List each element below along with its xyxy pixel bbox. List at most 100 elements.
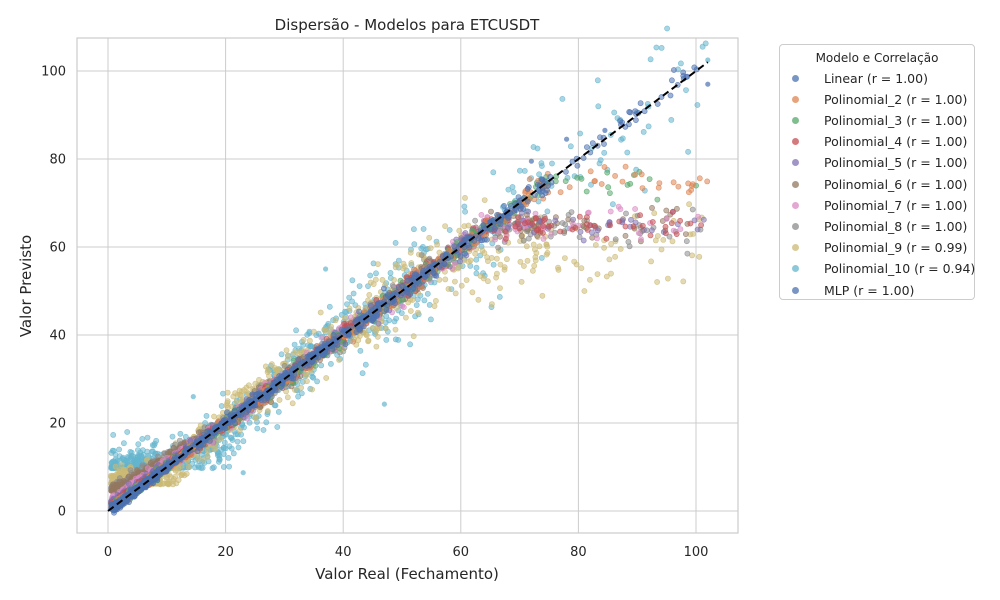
data-point xyxy=(658,45,665,51)
data-point xyxy=(597,157,604,163)
data-point xyxy=(469,289,476,296)
data-point xyxy=(295,393,301,400)
data-point xyxy=(577,228,584,235)
data-point xyxy=(392,326,399,333)
data-point xyxy=(569,226,576,233)
data-point xyxy=(442,223,448,229)
data-point xyxy=(639,222,646,229)
data-point xyxy=(391,276,397,283)
data-point xyxy=(421,297,428,304)
data-point xyxy=(502,228,509,235)
data-point xyxy=(488,301,495,307)
data-point xyxy=(306,337,313,344)
data-point xyxy=(530,144,537,150)
data-point xyxy=(523,243,530,250)
data-point xyxy=(350,290,357,297)
data-point xyxy=(229,437,236,443)
data-point xyxy=(539,292,546,299)
data-point xyxy=(415,309,421,316)
data-point xyxy=(181,472,188,479)
data-point xyxy=(462,208,468,215)
data-point xyxy=(456,227,463,234)
data-point xyxy=(472,217,478,224)
data-point xyxy=(349,298,355,305)
data-point xyxy=(630,223,637,230)
data-point xyxy=(220,390,226,397)
data-point xyxy=(362,361,369,368)
data-point xyxy=(215,452,221,459)
data-point xyxy=(110,481,117,488)
data-point xyxy=(539,163,545,169)
data-point xyxy=(400,265,407,272)
data-point xyxy=(603,235,610,242)
data-point xyxy=(346,305,353,312)
data-point xyxy=(109,458,116,465)
data-point xyxy=(232,390,238,396)
data-point xyxy=(327,360,334,367)
data-point xyxy=(252,415,259,421)
data-point xyxy=(477,273,484,279)
data-point xyxy=(654,196,661,203)
data-point xyxy=(592,242,599,248)
data-point xyxy=(518,278,525,285)
data-point xyxy=(374,333,381,340)
data-point xyxy=(225,404,231,411)
data-point xyxy=(204,447,211,454)
data-point xyxy=(543,241,550,248)
data-point xyxy=(233,398,240,405)
data-point xyxy=(696,253,703,260)
data-point xyxy=(663,207,670,214)
data-point xyxy=(275,408,282,415)
data-point xyxy=(698,222,704,228)
data-point xyxy=(601,149,608,156)
data-point xyxy=(694,226,701,233)
data-point xyxy=(424,290,431,297)
data-point xyxy=(565,216,572,223)
data-point xyxy=(497,261,504,268)
data-point xyxy=(478,211,485,218)
data-point xyxy=(342,308,348,315)
data-point xyxy=(215,458,222,465)
data-point xyxy=(501,266,508,273)
data-point xyxy=(503,256,510,263)
data-point xyxy=(525,235,532,242)
data-point xyxy=(594,235,600,242)
data-point xyxy=(418,252,425,258)
data-point xyxy=(578,265,585,272)
data-point xyxy=(683,87,689,93)
data-point xyxy=(624,149,631,156)
data-point xyxy=(398,310,405,316)
data-point xyxy=(557,228,564,235)
data-point xyxy=(410,226,417,233)
data-point xyxy=(431,303,438,309)
data-point xyxy=(649,227,655,234)
data-point xyxy=(536,243,543,250)
data-point xyxy=(687,220,694,227)
data-point xyxy=(332,317,339,324)
data-point xyxy=(195,464,202,471)
data-point xyxy=(493,255,500,262)
data-point xyxy=(607,222,613,229)
data-point xyxy=(606,256,613,263)
data-point xyxy=(170,444,177,451)
data-point xyxy=(254,425,261,432)
data-point xyxy=(520,237,527,244)
data-point xyxy=(392,239,399,246)
data-point xyxy=(664,25,670,32)
data-point xyxy=(298,390,305,397)
data-point xyxy=(235,444,242,451)
data-point xyxy=(576,213,583,220)
data-point xyxy=(587,276,593,283)
data-point xyxy=(336,356,342,363)
data-point xyxy=(135,458,142,464)
data-point xyxy=(382,325,389,332)
data-point xyxy=(615,203,622,210)
data-point xyxy=(598,181,605,187)
data-point xyxy=(665,275,671,282)
data-point xyxy=(637,212,643,219)
data-point xyxy=(670,179,677,186)
data-point xyxy=(318,334,325,341)
data-point xyxy=(627,180,634,187)
data-point xyxy=(461,203,468,210)
